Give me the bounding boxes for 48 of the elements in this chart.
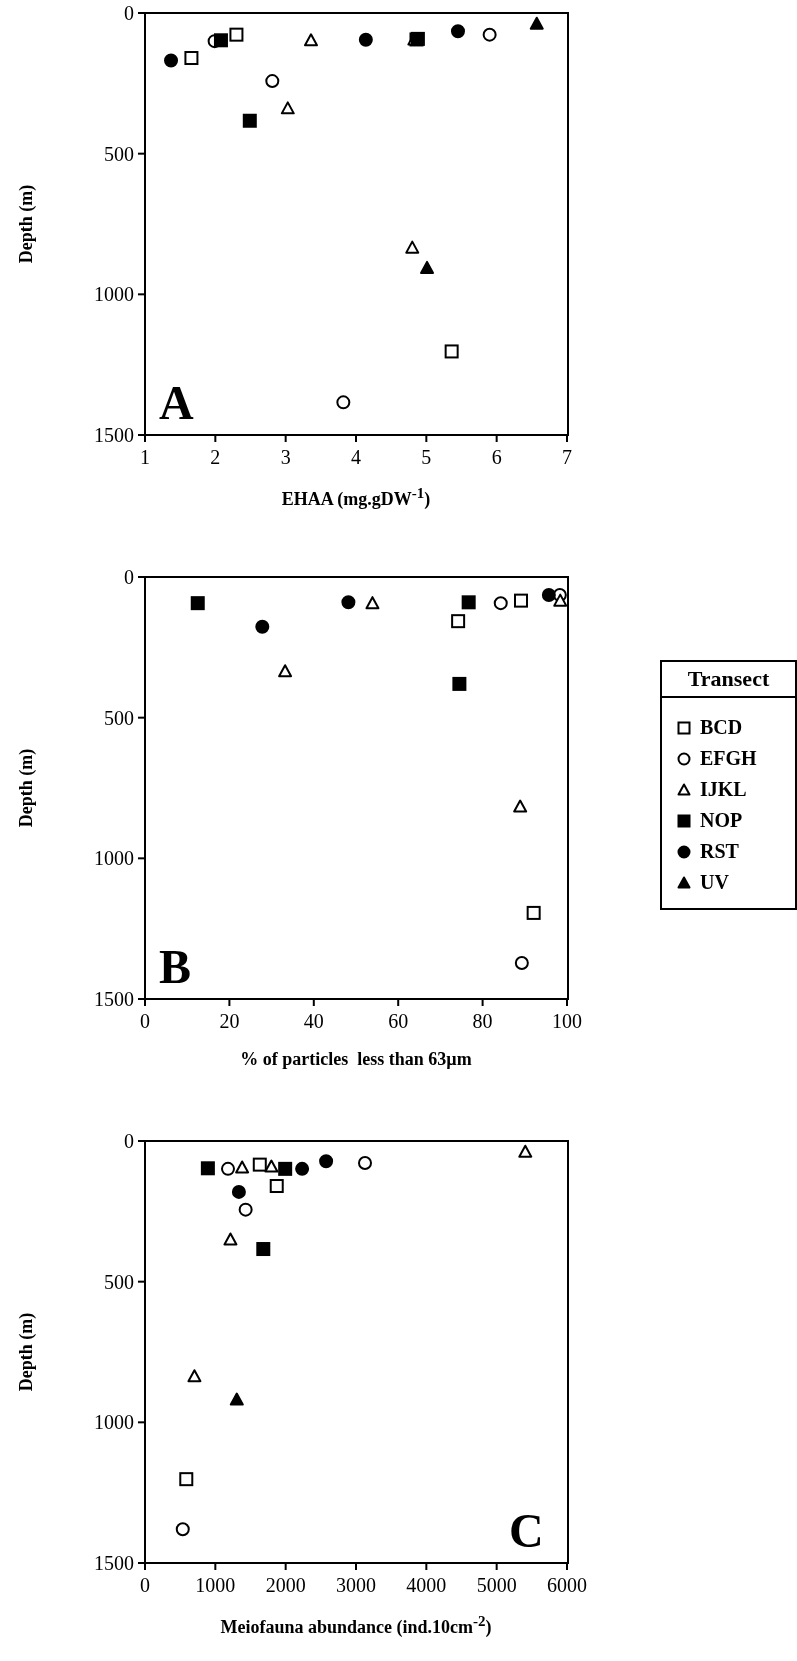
y-tick-label: 0 (124, 2, 134, 25)
x-tick-label: 5000 (476, 1574, 517, 1597)
x-tick-label: 6 (491, 446, 502, 469)
x-tick-label: 40 (303, 1010, 324, 1033)
y-tick-label: 1000 (94, 283, 134, 306)
y-tick-label: 1500 (94, 424, 134, 447)
legend-label: UV (700, 871, 729, 894)
y-tick-label: 500 (104, 142, 134, 165)
y-tick-label: 0 (124, 1130, 134, 1153)
x-tick-label: 4000 (406, 1574, 447, 1597)
y-axis-title: Depth (m) (15, 184, 37, 264)
x-tick-label: 2000 (265, 1574, 306, 1597)
x-tick-label: 5 (421, 446, 432, 469)
legend-title: Transect (662, 662, 795, 698)
annotation: C (509, 1504, 544, 1557)
legend-label: EFGH (700, 747, 757, 770)
x-tick-label: 80 (472, 1010, 493, 1033)
legend-label: RST (700, 840, 739, 863)
x-tick-label: 1 (140, 446, 150, 469)
legend-label: BCD (700, 716, 743, 739)
x-tick-label: 2 (210, 446, 221, 469)
y-tick-label: 1000 (94, 847, 134, 870)
x-axis-title: Meiofauna abundance (ind.10cm$^{-2}$) (220, 1613, 492, 1638)
legend-label: NOP (700, 809, 743, 832)
x-tick-label: 100 (552, 1010, 582, 1033)
x-tick-label: 0 (140, 1010, 150, 1033)
x-tick-label: 3000 (336, 1574, 376, 1597)
y-axis-title: Depth (m) (15, 1312, 37, 1392)
y-tick-label: 0 (124, 566, 134, 589)
x-tick-label: 20 (219, 1010, 240, 1033)
x-tick-label: 60 (388, 1010, 409, 1033)
x-tick-label: 6000 (547, 1574, 587, 1597)
y-axis-title: Depth (m) (15, 748, 37, 828)
x-tick-label: 4 (351, 446, 361, 469)
y-tick-label: 1000 (94, 1411, 134, 1434)
x-axis-title: EHAA (mg.gDW$^{-1}$) (281, 485, 431, 510)
x-tick-label: 1000 (195, 1574, 236, 1597)
x-tick-label: 3 (280, 446, 291, 469)
y-tick-label: 1500 (94, 988, 134, 1011)
x-tick-label: 0 (140, 1574, 150, 1597)
y-tick-label: 1500 (94, 1552, 134, 1575)
legend-label: IJKL (700, 778, 747, 801)
y-tick-label: 500 (104, 1270, 134, 1293)
x-tick-label: 7 (562, 446, 572, 469)
y-tick-label: 500 (104, 706, 134, 729)
x-axis-title: % of particles less than 63µm (240, 1049, 472, 1070)
annotation: A (159, 376, 194, 429)
annotation: B (159, 940, 192, 993)
